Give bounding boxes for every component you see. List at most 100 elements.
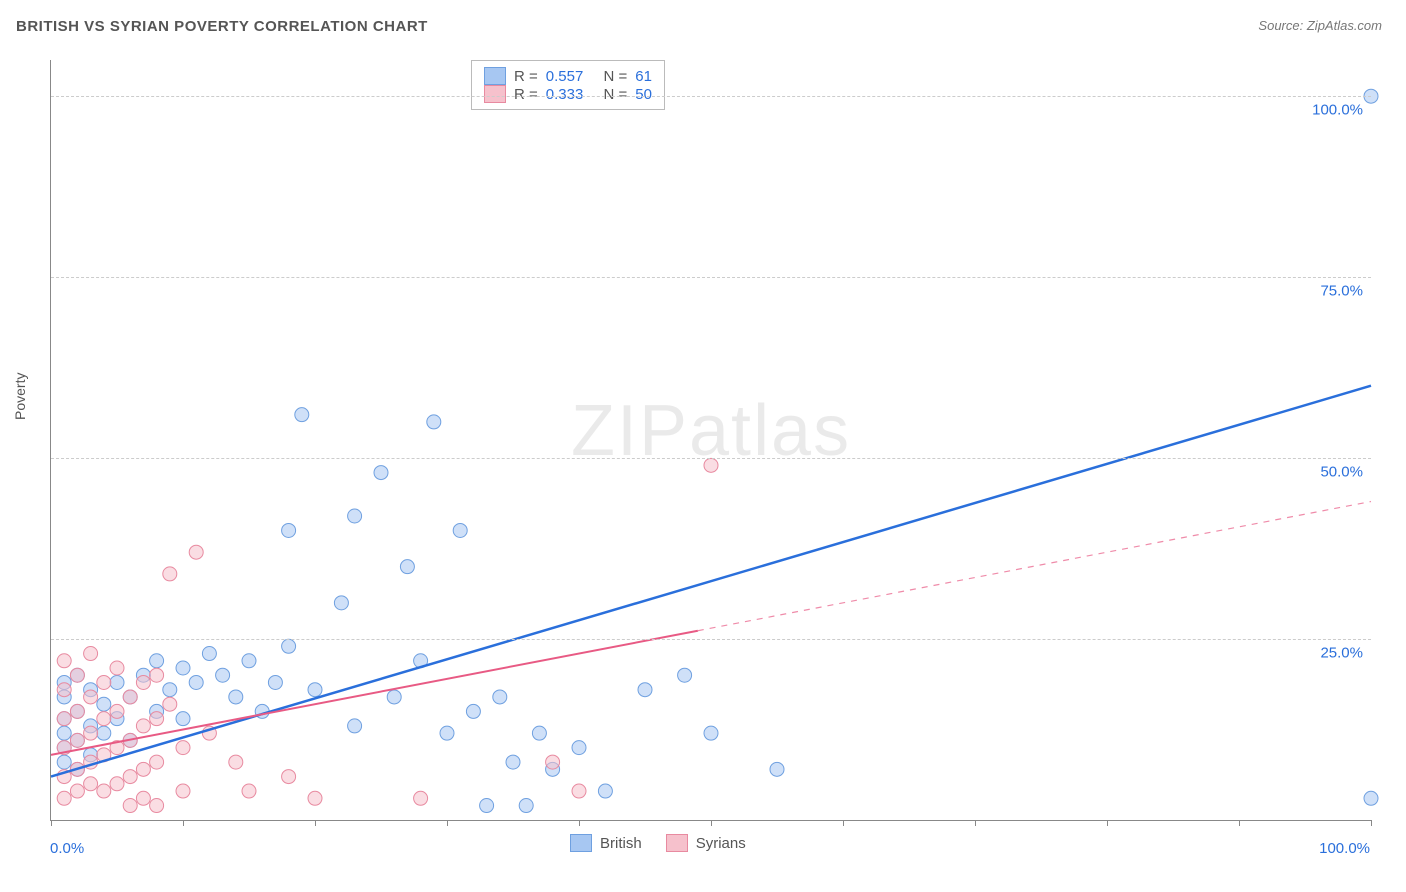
- data-point: [110, 661, 124, 675]
- data-point: [572, 784, 586, 798]
- x-tick: [315, 820, 316, 826]
- data-point: [176, 784, 190, 798]
- data-point: [493, 690, 507, 704]
- y-tick-label: 25.0%: [1320, 645, 1363, 662]
- data-point: [334, 596, 348, 610]
- data-point: [189, 675, 203, 689]
- r-value-syrians: 0.333: [546, 86, 584, 103]
- x-tick: [579, 820, 580, 826]
- gridline: [51, 458, 1371, 459]
- data-point: [189, 545, 203, 559]
- trend-line: [51, 631, 698, 755]
- legend-bottom: British Syrians: [570, 834, 746, 852]
- data-point: [387, 690, 401, 704]
- data-point: [57, 755, 71, 769]
- data-point: [308, 683, 322, 697]
- data-point: [1364, 791, 1378, 805]
- data-point: [202, 647, 216, 661]
- data-point: [150, 755, 164, 769]
- data-point: [136, 719, 150, 733]
- data-point: [414, 791, 428, 805]
- source-label: Source:: [1258, 18, 1303, 33]
- data-point: [136, 762, 150, 776]
- data-point: [57, 683, 71, 697]
- x-tick: [51, 820, 52, 826]
- legend-label-british: British: [600, 835, 642, 852]
- data-point: [70, 668, 84, 682]
- legend-top: R = 0.557 N = 61 R = 0.333 N = 50: [471, 60, 665, 110]
- data-point: [97, 712, 111, 726]
- data-point: [123, 799, 137, 813]
- x-tick: [975, 820, 976, 826]
- data-point: [176, 741, 190, 755]
- legend-row-british: R = 0.557 N = 61: [484, 67, 652, 85]
- data-point: [136, 675, 150, 689]
- legend-row-syrians: R = 0.333 N = 50: [484, 85, 652, 103]
- data-point: [348, 509, 362, 523]
- data-point: [440, 726, 454, 740]
- n-value-british: 61: [635, 68, 652, 85]
- data-point: [242, 654, 256, 668]
- data-point: [150, 712, 164, 726]
- data-point: [268, 675, 282, 689]
- data-point: [163, 683, 177, 697]
- data-point: [110, 777, 124, 791]
- data-point: [400, 560, 414, 574]
- data-point: [84, 726, 98, 740]
- trend-line-dashed: [698, 502, 1371, 631]
- data-point: [70, 733, 84, 747]
- data-point: [84, 647, 98, 661]
- data-point: [123, 770, 137, 784]
- x-tick: [1371, 820, 1372, 826]
- data-point: [84, 777, 98, 791]
- data-point: [150, 654, 164, 668]
- data-point: [84, 690, 98, 704]
- data-point: [150, 668, 164, 682]
- data-point: [572, 741, 586, 755]
- x-tick: [843, 820, 844, 826]
- data-point: [176, 712, 190, 726]
- x-tick: [447, 820, 448, 826]
- data-point: [97, 697, 111, 711]
- data-point: [770, 762, 784, 776]
- data-point: [427, 415, 441, 429]
- swatch-syrians-bottom: [666, 834, 688, 852]
- data-point: [466, 704, 480, 718]
- data-point: [163, 567, 177, 581]
- data-point: [123, 690, 137, 704]
- y-tick-label: 50.0%: [1320, 464, 1363, 481]
- data-point: [532, 726, 546, 740]
- legend-item-british: British: [570, 834, 642, 852]
- gridline: [51, 277, 1371, 278]
- source-name: ZipAtlas.com: [1307, 18, 1382, 33]
- x-axis-label-max: 100.0%: [1319, 840, 1370, 857]
- data-point: [453, 523, 467, 537]
- r-value-british: 0.557: [546, 68, 584, 85]
- gridline: [51, 639, 1371, 640]
- plot-area: ZIPatlas R = 0.557 N = 61 R = 0.333 N = …: [50, 60, 1371, 821]
- data-point: [57, 712, 71, 726]
- data-point: [70, 784, 84, 798]
- x-tick: [1239, 820, 1240, 826]
- data-point: [163, 697, 177, 711]
- x-axis-label-min: 0.0%: [50, 840, 84, 857]
- chart-svg: [51, 60, 1371, 820]
- data-point: [150, 799, 164, 813]
- data-point: [70, 704, 84, 718]
- data-point: [176, 661, 190, 675]
- data-point: [57, 654, 71, 668]
- data-point: [295, 408, 309, 422]
- data-point: [110, 704, 124, 718]
- data-point: [348, 719, 362, 733]
- data-point: [374, 466, 388, 480]
- data-point: [308, 791, 322, 805]
- data-point: [704, 458, 718, 472]
- swatch-british: [484, 67, 506, 85]
- data-point: [97, 675, 111, 689]
- data-point: [282, 523, 296, 537]
- data-point: [242, 784, 256, 798]
- n-label: N =: [603, 86, 627, 103]
- y-axis-label: Poverty: [12, 373, 28, 420]
- r-label: R =: [514, 86, 538, 103]
- data-point: [282, 770, 296, 784]
